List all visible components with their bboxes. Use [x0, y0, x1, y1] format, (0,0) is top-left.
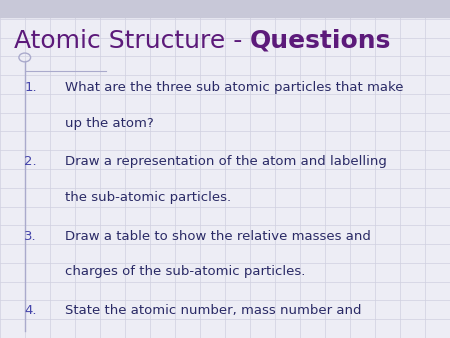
Text: State the atomic number, mass number and: State the atomic number, mass number and	[65, 304, 362, 317]
Bar	[0, 0, 450, 17]
Text: the sub-atomic particles.: the sub-atomic particles.	[65, 191, 231, 204]
Text: 1.: 1.	[24, 81, 37, 94]
Text: Draw a representation of the atom and labelling: Draw a representation of the atom and la…	[65, 155, 387, 168]
Text: What are the three sub atomic particles that make: What are the three sub atomic particles …	[65, 81, 404, 94]
Text: up the atom?: up the atom?	[65, 117, 154, 129]
Text: Draw a table to show the relative masses and: Draw a table to show the relative masses…	[65, 230, 371, 243]
Text: 4.: 4.	[24, 304, 37, 317]
Text: charges of the sub-atomic particles.: charges of the sub-atomic particles.	[65, 265, 306, 278]
Text: 3.: 3.	[24, 230, 37, 243]
Text: 2.: 2.	[24, 155, 37, 168]
Text: Questions: Questions	[250, 28, 391, 53]
Text: Atomic Structure -: Atomic Structure -	[14, 28, 250, 53]
